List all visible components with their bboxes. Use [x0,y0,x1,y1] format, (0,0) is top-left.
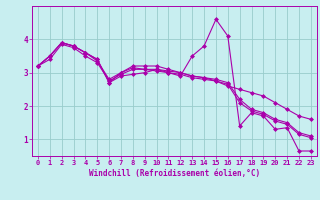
X-axis label: Windchill (Refroidissement éolien,°C): Windchill (Refroidissement éolien,°C) [89,169,260,178]
